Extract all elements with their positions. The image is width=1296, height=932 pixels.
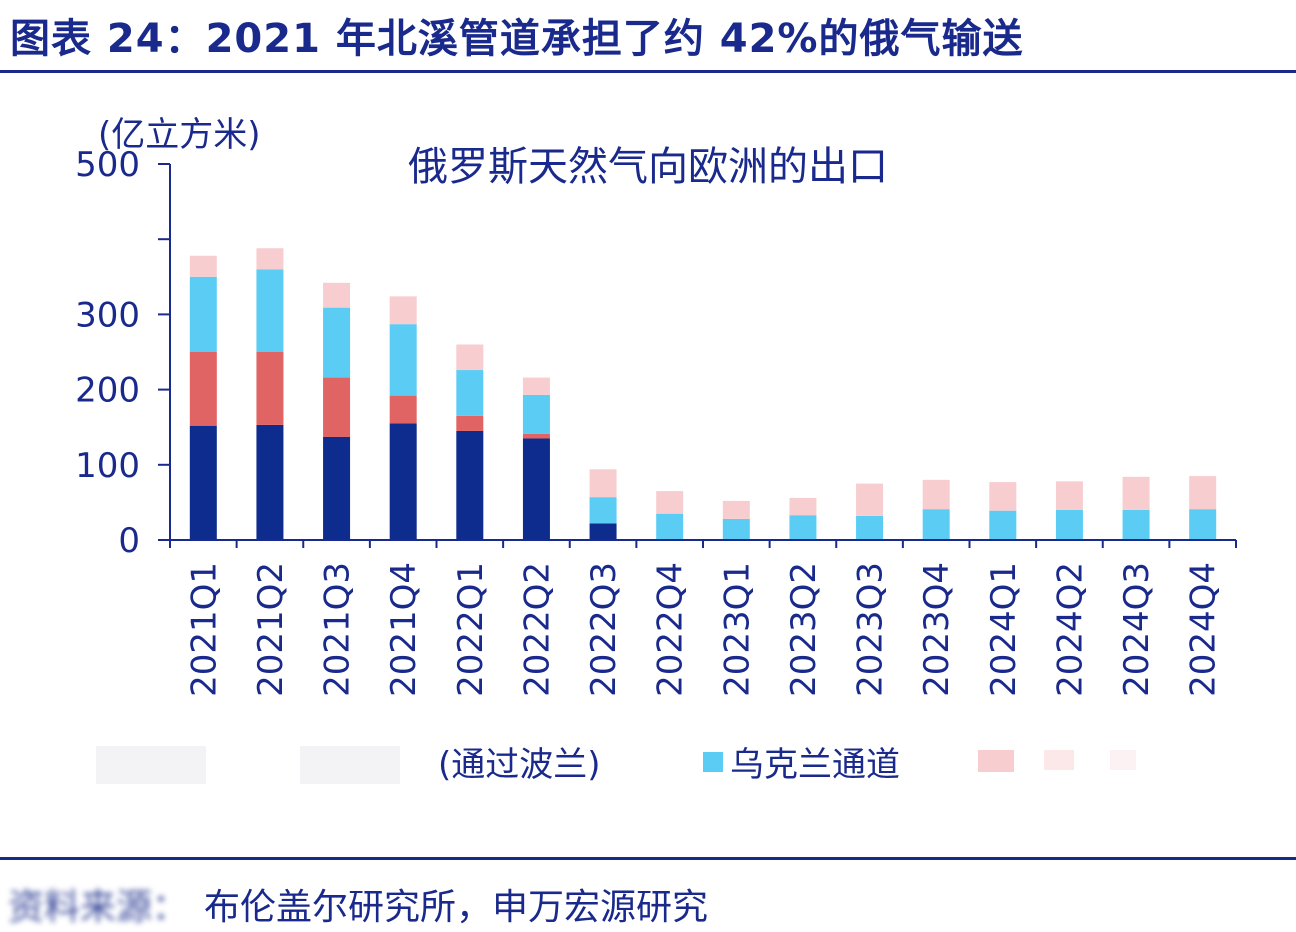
bar-segment-yamal_poland-2021Q2 — [256, 352, 284, 425]
x-tick-label: 2023Q3 — [851, 562, 891, 697]
x-axis: 2021Q1 2021Q2 2021Q3 2021Q4 2022Q1 2022Q2 2022… — [169, 539, 1237, 697]
bar-segment-turkstream-2021Q4 — [389, 296, 417, 325]
bar-segment-turkstream-2021Q2 — [256, 248, 284, 270]
legend-label-ukraine: 乌克兰通道 — [730, 745, 900, 785]
legend-label-yamal: (通过波兰) — [438, 745, 601, 785]
x-tick-label: 2023Q2 — [784, 562, 824, 697]
bar-segment-ukraine-2022Q2 — [522, 394, 550, 434]
bar-segment-nord_stream-2022Q2 — [522, 438, 550, 540]
bar-segment-ukraine-2024Q4 — [1189, 509, 1217, 540]
bar-segment-turkstream-2023Q4 — [922, 479, 950, 510]
bar-segment-turkstream-2024Q1 — [989, 482, 1017, 511]
x-tick-label: 2022Q1 — [451, 562, 491, 697]
bar-segment-yamal_poland-2021Q3 — [323, 377, 351, 437]
chart-title: 俄罗斯天然气向欧洲的出口 — [408, 144, 888, 190]
bar-segment-turkstream-2023Q3 — [856, 483, 884, 516]
bar-segment-nord_stream-2021Q3 — [323, 436, 351, 540]
figure-header: 图表 24：2021 年北溪管道承担了约 42%的俄气输送 — [0, 0, 1296, 72]
x-tick-label: 2024Q2 — [1050, 562, 1090, 697]
bar-segment-turkstream-2023Q1 — [722, 500, 750, 519]
bar-segment-turkstream-2024Q2 — [1055, 481, 1083, 510]
y-tick-label: 200 — [75, 371, 140, 411]
footer-rule — [0, 857, 1296, 860]
bar-segment-ukraine-2021Q4 — [389, 324, 417, 396]
source-note: 资料来源： 布伦盖尔研究所，申万宏源研究 — [8, 878, 708, 930]
legend-swatch-turkstream — [978, 750, 1014, 772]
y-tick-label: 0 — [118, 521, 140, 561]
x-tick-label: 2021Q2 — [251, 562, 291, 697]
bar-segment-turkstream-2024Q3 — [1122, 476, 1150, 510]
bar-segment-turkstream-2021Q3 — [323, 282, 351, 308]
bar-segment-ukraine-2021Q2 — [256, 269, 284, 352]
x-tick-label: 2024Q3 — [1117, 562, 1157, 697]
x-tick-label: 2022Q4 — [651, 562, 691, 697]
x-tick-label: 2024Q1 — [984, 562, 1024, 697]
bar-segment-yamal_poland-2022Q2 — [522, 433, 550, 439]
bar-segment-ukraine-2023Q3 — [856, 515, 884, 540]
legend-label-obscured-3 — [1110, 750, 1136, 770]
x-tick-label: 2021Q1 — [184, 562, 224, 697]
legend-swatch-ukraine — [703, 752, 723, 772]
x-tick-label: 2021Q3 — [318, 562, 358, 697]
bar-segment-turkstream-2021Q1 — [189, 255, 217, 277]
source-prefix: 资料来源： — [8, 887, 189, 928]
bar-segment-ukraine-2024Q2 — [1055, 509, 1083, 540]
bar-segment-turkstream-2023Q2 — [789, 497, 817, 516]
bar-segment-ukraine-2022Q3 — [589, 497, 617, 524]
legend-swatch-obscured — [96, 746, 206, 784]
x-tick-label: 2022Q3 — [584, 562, 624, 697]
bar-segment-ukraine-2022Q4 — [656, 513, 684, 540]
y-axis-unit-label: (亿立方米) — [98, 115, 261, 155]
x-tick-label: 2023Q4 — [917, 562, 957, 697]
bar-segment-nord_stream-2021Q1 — [189, 425, 217, 540]
bar-segment-ukraine-2023Q1 — [722, 518, 750, 540]
y-tick-label: 300 — [75, 295, 140, 335]
stacked-bar-chart: 俄罗斯天然气向欧洲的出口 (亿立方米) 0 100 200 300 500 2021Q1… — [75, 115, 1237, 785]
bar-segment-turkstream-2022Q2 — [522, 377, 550, 395]
bar-segment-turkstream-2022Q3 — [589, 469, 617, 498]
bar-segment-ukraine-2021Q1 — [189, 276, 217, 352]
header-rule — [0, 70, 1296, 73]
bar-segment-turkstream-2024Q4 — [1189, 476, 1217, 510]
x-tick-label: 2024Q4 — [1184, 562, 1224, 697]
bar-segment-yamal_poland-2021Q4 — [389, 395, 417, 424]
bar-segment-ukraine-2023Q2 — [789, 515, 817, 540]
figure-title: 图表 24：2021 年北溪管道承担了约 42%的俄气输送 — [10, 16, 1024, 62]
bar-segment-yamal_poland-2022Q1 — [456, 415, 484, 431]
bar-segment-ukraine-2023Q4 — [922, 509, 950, 540]
legend-label-obscured — [300, 746, 400, 784]
legend-item-obscured-1 — [96, 746, 400, 784]
bar-segment-turkstream-2022Q1 — [456, 344, 484, 371]
bar-segment-turkstream-2022Q4 — [656, 491, 684, 514]
x-tick-label: 2021Q4 — [384, 562, 424, 697]
y-tick-label: 100 — [75, 446, 140, 486]
bar-segment-ukraine-2024Q1 — [989, 510, 1017, 540]
legend: (通过波兰) 乌克兰通道 — [96, 745, 1136, 785]
x-tick-label: 2023Q1 — [717, 562, 757, 697]
legend-label-obscured-2 — [1044, 750, 1074, 770]
y-axis: 0 100 200 300 500 — [75, 145, 171, 561]
bars-group — [189, 248, 1217, 540]
bar-segment-ukraine-2022Q1 — [456, 370, 484, 416]
y-tick-label: 500 — [75, 145, 140, 185]
bar-segment-nord_stream-2021Q4 — [389, 423, 417, 540]
x-tick-label: 2022Q2 — [517, 562, 557, 697]
bar-segment-nord_stream-2021Q2 — [256, 424, 284, 540]
bar-segment-ukraine-2024Q3 — [1122, 509, 1150, 540]
source-text: 布伦盖尔研究所，申万宏源研究 — [204, 887, 709, 928]
bar-segment-nord_stream-2022Q3 — [589, 523, 617, 540]
bar-segment-nord_stream-2022Q1 — [456, 430, 484, 540]
bar-segment-ukraine-2021Q3 — [323, 307, 351, 378]
bar-segment-yamal_poland-2021Q1 — [189, 352, 217, 426]
